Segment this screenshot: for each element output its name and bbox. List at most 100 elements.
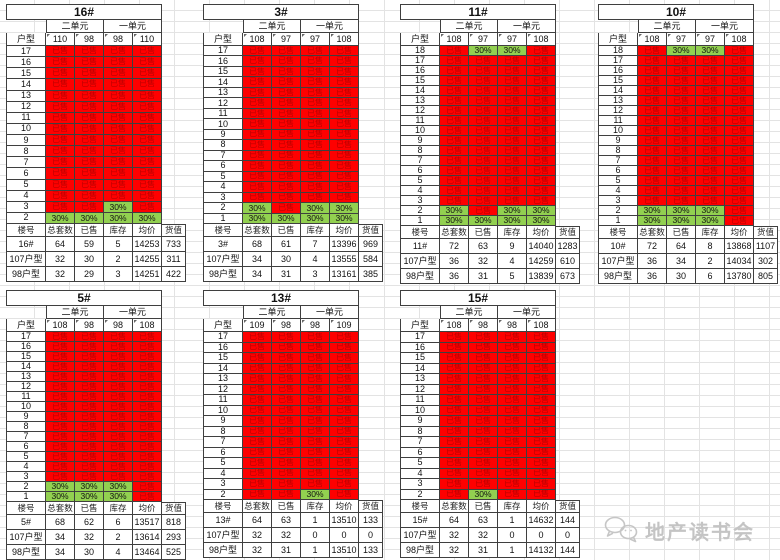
unit-status-cell[interactable]: 30% <box>667 206 696 216</box>
unit-status-cell[interactable]: 已售 <box>75 101 104 113</box>
unit-status-cell[interactable]: 已售 <box>104 123 133 135</box>
unit-status-cell[interactable]: 已售 <box>133 57 162 69</box>
unit-status-cell[interactable]: 已售 <box>272 479 301 490</box>
summary-value[interactable]: 14040 <box>527 239 556 254</box>
unit-status-cell[interactable]: 已售 <box>243 416 272 427</box>
unit-status-cell[interactable]: 30% <box>133 212 162 224</box>
unit-status-cell[interactable]: 已售 <box>469 196 498 206</box>
unit-status-cell[interactable]: 已售 <box>440 426 469 437</box>
unit-status-cell[interactable]: 已售 <box>272 374 301 385</box>
unit-status-cell[interactable]: 已售 <box>243 66 272 78</box>
unit-status-cell[interactable]: 已售 <box>272 447 301 458</box>
unit-status-cell[interactable]: 已售 <box>498 166 527 176</box>
unit-status-cell[interactable]: 已售 <box>638 116 667 126</box>
unit-status-cell[interactable]: 已售 <box>272 395 301 406</box>
unit-status-cell[interactable]: 已售 <box>301 395 330 406</box>
unit-status-cell[interactable]: 已售 <box>46 57 75 69</box>
unit-status-cell[interactable]: 已售 <box>527 374 556 385</box>
unit-status-cell[interactable]: 已售 <box>104 112 133 124</box>
unit-status-cell[interactable]: 30% <box>301 489 330 500</box>
summary-value[interactable]: 31 <box>272 267 301 282</box>
unit-status-cell[interactable]: 已售 <box>133 422 162 432</box>
summary-value[interactable]: 144 <box>556 543 580 558</box>
unit-status-cell[interactable]: 已售 <box>301 46 330 57</box>
unit-status-cell[interactable]: 已售 <box>440 468 469 479</box>
unit-status-cell[interactable]: 已售 <box>527 426 556 437</box>
unit-status-cell[interactable]: 已售 <box>133 101 162 113</box>
unit-status-cell[interactable]: 已售 <box>330 489 359 500</box>
summary-value[interactable]: 13517 <box>133 515 162 530</box>
unit-status-cell[interactable]: 已售 <box>46 432 75 442</box>
unit-status-cell[interactable]: 30% <box>104 492 133 502</box>
unit-status-cell[interactable]: 已售 <box>301 56 330 67</box>
unit-status-cell[interactable]: 已售 <box>440 96 469 106</box>
unit-status-cell[interactable]: 已售 <box>638 96 667 106</box>
unit-status-cell[interactable]: 30% <box>75 482 104 492</box>
unit-status-cell[interactable]: 已售 <box>638 166 667 176</box>
unit-status-cell[interactable]: 已售 <box>667 196 696 206</box>
unit-status-cell[interactable]: 已售 <box>667 116 696 126</box>
summary-value[interactable]: 72 <box>440 239 469 254</box>
unit-status-cell[interactable]: 已售 <box>133 146 162 158</box>
summary-value[interactable]: 133 <box>359 543 383 558</box>
unit-status-cell[interactable]: 已售 <box>75 157 104 169</box>
unit-status-cell[interactable]: 已售 <box>469 426 498 437</box>
unit-status-cell[interactable]: 已售 <box>527 116 556 126</box>
unit-status-cell[interactable]: 已售 <box>667 156 696 166</box>
unit-status-cell[interactable]: 已售 <box>243 77 272 88</box>
unit-status-cell[interactable]: 已售 <box>498 126 527 136</box>
unit-status-cell[interactable]: 已售 <box>498 156 527 166</box>
unit-status-cell[interactable]: 30% <box>498 216 527 226</box>
unit-status-cell[interactable]: 已售 <box>469 363 498 374</box>
unit-status-cell[interactable]: 已售 <box>696 186 725 196</box>
unit-status-cell[interactable]: 已售 <box>301 161 330 172</box>
unit-status-cell[interactable]: 已售 <box>696 66 725 76</box>
unit-status-cell[interactable]: 已售 <box>46 123 75 135</box>
summary-value[interactable]: 805 <box>754 269 778 284</box>
unit-status-cell[interactable]: 已售 <box>527 146 556 156</box>
unit-status-cell[interactable]: 已售 <box>330 129 359 141</box>
unit-status-cell[interactable]: 已售 <box>527 76 556 86</box>
unit-status-cell[interactable]: 已售 <box>469 146 498 156</box>
unit-status-cell[interactable]: 已售 <box>469 353 498 364</box>
unit-status-cell[interactable]: 已售 <box>440 106 469 116</box>
unit-status-cell[interactable]: 已售 <box>440 353 469 364</box>
summary-value[interactable]: 133 <box>359 513 383 528</box>
unit-status-cell[interactable]: 30% <box>498 46 527 56</box>
summary-value[interactable]: 36 <box>440 269 469 284</box>
unit-status-cell[interactable]: 已售 <box>75 90 104 102</box>
unit-status-cell[interactable]: 已售 <box>243 192 272 204</box>
unit-status-cell[interactable]: 已售 <box>75 123 104 135</box>
unit-status-cell[interactable]: 已售 <box>527 342 556 353</box>
unit-status-cell[interactable]: 已售 <box>469 384 498 395</box>
unit-status-cell[interactable]: 已售 <box>498 96 527 106</box>
unit-status-cell[interactable]: 已售 <box>272 98 301 109</box>
unit-status-cell[interactable]: 已售 <box>667 166 696 176</box>
unit-status-cell[interactable]: 已售 <box>330 342 359 353</box>
unit-status-cell[interactable]: 已售 <box>243 119 272 130</box>
unit-status-cell[interactable]: 已售 <box>133 382 162 392</box>
unit-status-cell[interactable]: 已售 <box>638 66 667 76</box>
summary-value[interactable]: 5 <box>104 237 133 252</box>
unit-status-cell[interactable]: 已售 <box>133 372 162 382</box>
unit-status-cell[interactable]: 已售 <box>725 196 754 206</box>
unit-status-cell[interactable]: 已售 <box>638 106 667 116</box>
unit-status-cell[interactable]: 已售 <box>498 66 527 76</box>
unit-status-cell[interactable]: 30% <box>469 489 498 500</box>
summary-value[interactable]: 9 <box>498 239 527 254</box>
unit-status-cell[interactable]: 已售 <box>133 492 162 502</box>
unit-status-cell[interactable]: 已售 <box>330 353 359 364</box>
unit-status-cell[interactable]: 已售 <box>725 216 754 226</box>
summary-value[interactable]: 13839 <box>527 269 556 284</box>
unit-status-cell[interactable]: 已售 <box>440 176 469 186</box>
unit-status-cell[interactable]: 已售 <box>527 156 556 166</box>
unit-status-cell[interactable]: 已售 <box>527 176 556 186</box>
summary-value[interactable]: 30 <box>75 252 104 267</box>
unit-status-cell[interactable]: 已售 <box>104 462 133 472</box>
unit-status-cell[interactable]: 已售 <box>527 66 556 76</box>
unit-status-cell[interactable]: 已售 <box>46 372 75 382</box>
unit-status-cell[interactable]: 已售 <box>243 56 272 67</box>
unit-status-cell[interactable]: 已售 <box>301 468 330 479</box>
unit-status-cell[interactable]: 已售 <box>46 68 75 80</box>
unit-status-cell[interactable]: 已售 <box>469 395 498 406</box>
